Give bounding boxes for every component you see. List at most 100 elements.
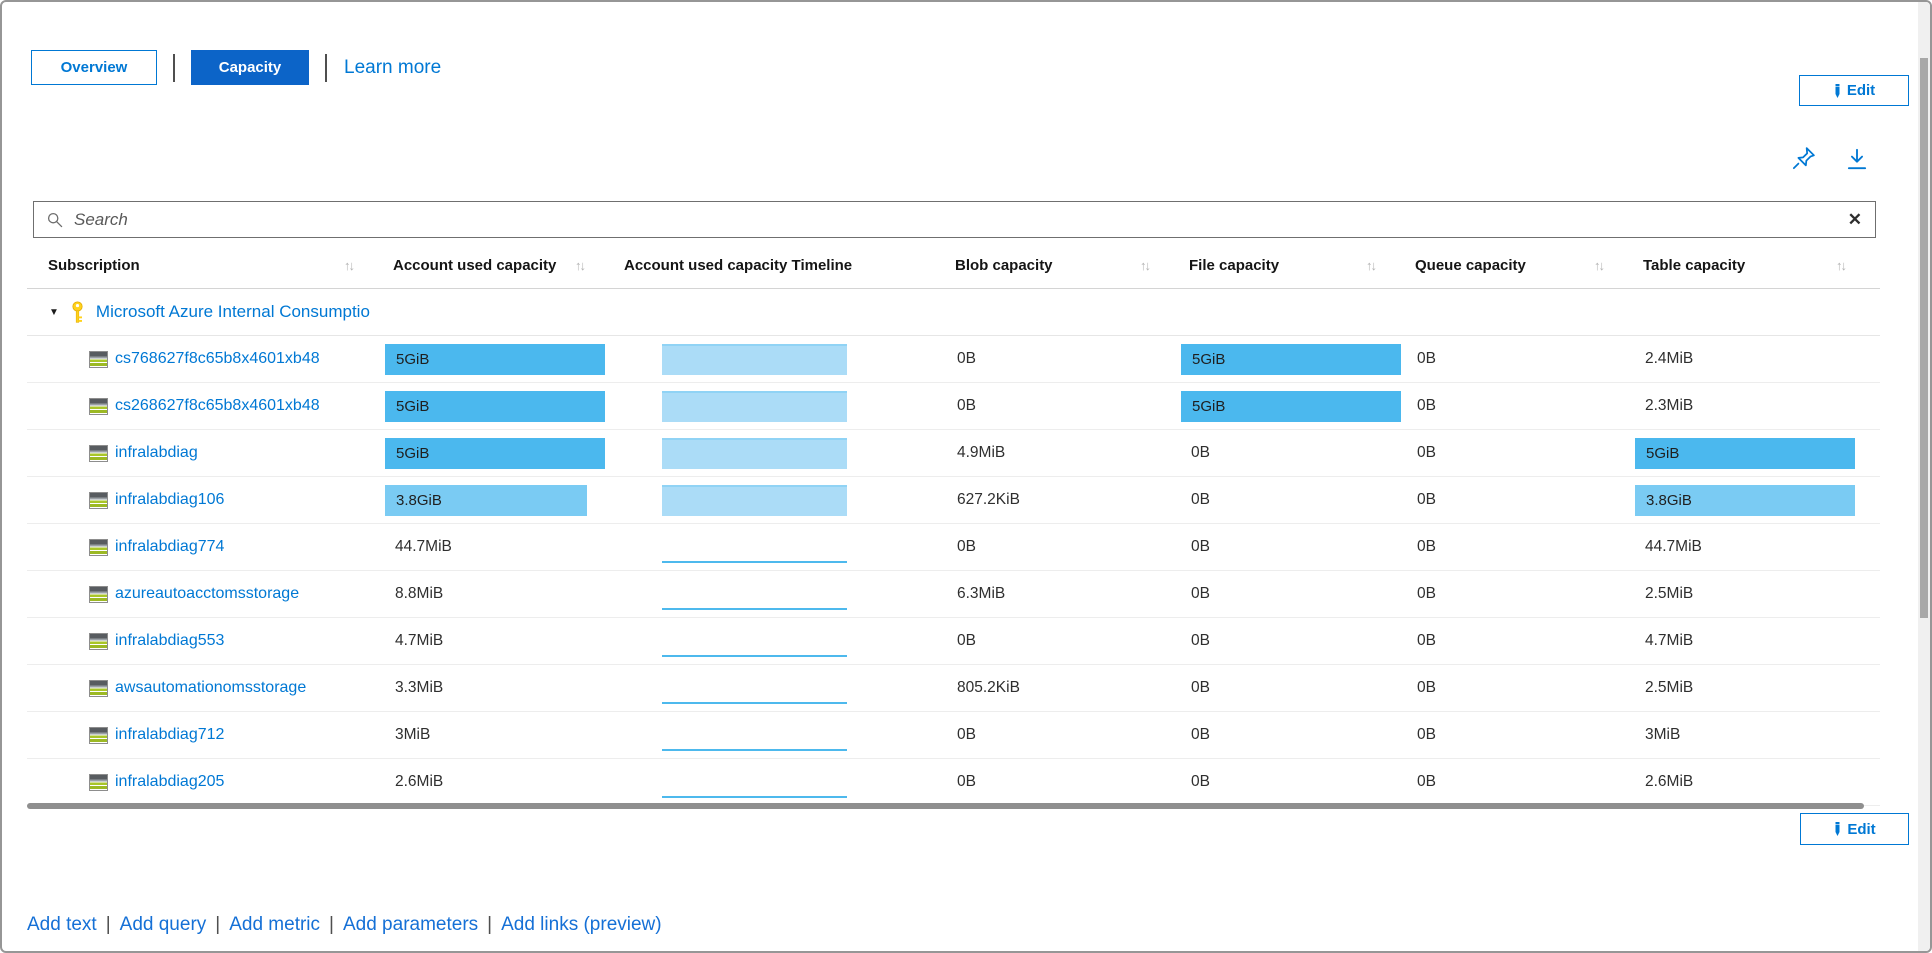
queue-cell: 0B <box>1407 571 1635 617</box>
edit-button-bottom[interactable]: Edit <box>1800 813 1909 845</box>
add-add-parameters-link[interactable]: Add parameters <box>342 914 479 935</box>
subscription-cell: infralabdiag205 <box>40 759 385 805</box>
table-cell: 2.5MiB <box>1635 571 1877 617</box>
column-header-account-used-capacity-timeline: Account used capacity Timeline <box>616 257 947 274</box>
file-cell: 0B <box>1181 665 1407 711</box>
account-bar-track: 5GiB <box>385 437 605 469</box>
column-header-blob-capacity[interactable]: Blob capacity ↑↓ <box>947 257 1181 274</box>
account-value: 44.7MiB <box>395 538 452 555</box>
account-cell: 2.6MiB <box>385 759 616 805</box>
expand-caret-icon[interactable]: ▼ <box>49 306 59 318</box>
add-add-metric-link[interactable]: Add metric <box>229 914 321 935</box>
column-header-queue-capacity[interactable]: Queue capacity ↑↓ <box>1407 257 1635 274</box>
column-header-label: Queue capacity <box>1415 256 1526 274</box>
pin-icon[interactable] <box>1790 144 1818 172</box>
subscription-cell: infralabdiag712 <box>40 712 385 758</box>
table-row: cs768627f8c65b8x4601xb48 5GiB 0B 5GiB 0B 2.4M… <box>27 336 1880 383</box>
column-header-account-used-capacity[interactable]: Account used capacity ↑↓ <box>385 257 616 274</box>
sort-icon[interactable]: ↑↓ <box>575 257 586 273</box>
queue-value: 0B <box>1417 585 1436 602</box>
account-value: 3MiB <box>395 726 431 743</box>
subscription-cell: infralabdiag553 <box>40 618 385 664</box>
timeline-cell <box>616 524 947 570</box>
queue-value: 0B <box>1417 773 1436 790</box>
sort-icon[interactable]: ↑↓ <box>1140 257 1151 273</box>
link-separator: | <box>487 914 493 935</box>
subscription-key-icon <box>70 300 85 324</box>
storage-account-link[interactable]: azureautoacctomsstorage <box>115 585 300 602</box>
table-value: 4.7MiB <box>1645 632 1694 649</box>
table-capacity-bar: 5GiB <box>1635 437 1855 469</box>
blob-cell: 0B <box>947 524 1181 570</box>
search-input[interactable] <box>74 209 1837 230</box>
link-separator: | <box>215 914 221 935</box>
file-cell: 0B <box>1181 477 1407 523</box>
storage-account-link[interactable]: awsautomationomsstorage <box>115 679 307 696</box>
subscription-cell: infralabdiag <box>40 430 385 476</box>
tab-capacity[interactable]: Capacity <box>191 50 309 85</box>
timeline-area-chart <box>662 484 847 516</box>
storage-account-link[interactable]: infralabdiag712 <box>115 726 225 743</box>
file-cell: 5GiB <box>1181 336 1407 382</box>
column-header-table-capacity[interactable]: Table capacity ↑↓ <box>1635 257 1877 274</box>
storage-account-link[interactable]: infralabdiag553 <box>115 632 225 649</box>
account-value: 3.3MiB <box>395 679 444 696</box>
queue-cell: 0B <box>1407 336 1635 382</box>
storage-account-link[interactable]: cs768627f8c65b8x4601xb48 <box>115 350 320 367</box>
timeline-cell <box>616 665 947 711</box>
file-value: 0B <box>1191 679 1210 696</box>
sort-icon[interactable]: ↑↓ <box>1366 257 1377 273</box>
timeline-sparkline <box>662 561 847 563</box>
sort-icon[interactable]: ↑↓ <box>1594 257 1605 273</box>
add-add-text-link[interactable]: Add text <box>27 914 97 935</box>
add-add-links-preview-link[interactable]: Add links (preview) <box>501 914 662 935</box>
column-header-label: Table capacity <box>1643 256 1746 274</box>
file-bar-label: 5GiB <box>1192 397 1226 415</box>
tab-separator <box>325 53 327 82</box>
horizontal-scrollbar[interactable] <box>27 803 1864 809</box>
blob-value: 0B <box>957 632 976 649</box>
tab-overview[interactable]: Overview <box>31 50 157 85</box>
edit-button-top[interactable]: Edit <box>1799 75 1909 106</box>
storage-account-link[interactable]: cs268627f8c65b8x4601xb48 <box>115 397 320 414</box>
timeline-cell <box>616 759 947 805</box>
add-add-query-link[interactable]: Add query <box>119 914 207 935</box>
table-row: infralabdiag774 44.7MiB 0B 0B 0B 44.7MiB <box>27 524 1880 571</box>
queue-value: 0B <box>1417 491 1436 508</box>
account-capacity-bar: 5GiB <box>385 343 605 375</box>
table-row: infralabdiag205 2.6MiB 0B 0B 0B 2.6MiB <box>27 759 1880 806</box>
account-bar-label: 5GiB <box>396 350 430 368</box>
tab-separator <box>173 53 175 82</box>
timeline-cell <box>616 712 947 758</box>
clear-search-icon[interactable]: ✕ <box>1847 210 1862 229</box>
account-cell: 3.3MiB <box>385 665 616 711</box>
capacity-table: Subscription ↑↓ Account used capacity ↑↓ Acc… <box>27 242 1880 806</box>
storage-account-link[interactable]: infralabdiag106 <box>115 491 225 508</box>
blob-cell: 805.2KiB <box>947 665 1181 711</box>
link-separator: | <box>105 914 111 935</box>
vertical-scrollbar[interactable] <box>1918 2 1930 951</box>
column-header-file-capacity[interactable]: File capacity ↑↓ <box>1181 257 1407 274</box>
account-bar-label: 5GiB <box>396 397 430 415</box>
storage-account-link[interactable]: infralabdiag <box>115 444 198 461</box>
storage-account-link[interactable]: infralabdiag774 <box>115 538 225 555</box>
vertical-scrollbar-thumb[interactable] <box>1920 58 1928 618</box>
learn-more-link[interactable]: Learn more <box>344 56 442 78</box>
sort-icon[interactable]: ↑↓ <box>344 257 355 273</box>
table-body: cs768627f8c65b8x4601xb48 5GiB 0B 5GiB 0B 2.4M… <box>27 336 1880 806</box>
blob-value: 0B <box>957 726 976 743</box>
queue-value: 0B <box>1417 679 1436 696</box>
blob-cell: 627.2KiB <box>947 477 1181 523</box>
blob-value: 0B <box>957 350 976 367</box>
download-icon[interactable] <box>1844 145 1870 173</box>
storage-account-link[interactable]: infralabdiag205 <box>115 773 225 790</box>
account-cell: 44.7MiB <box>385 524 616 570</box>
column-header-subscription[interactable]: Subscription ↑↓ <box>40 257 385 274</box>
subscription-group-link[interactable]: Microsoft Azure Internal Consumptio <box>95 302 370 321</box>
account-cell: 4.7MiB <box>385 618 616 664</box>
subscription-group-row[interactable]: ▼ Microsoft Azure Internal Consumptio <box>27 289 1880 336</box>
sort-icon[interactable]: ↑↓ <box>1836 257 1847 273</box>
table-value: 2.3MiB <box>1645 397 1694 414</box>
file-capacity-bar: 5GiB <box>1181 343 1401 375</box>
